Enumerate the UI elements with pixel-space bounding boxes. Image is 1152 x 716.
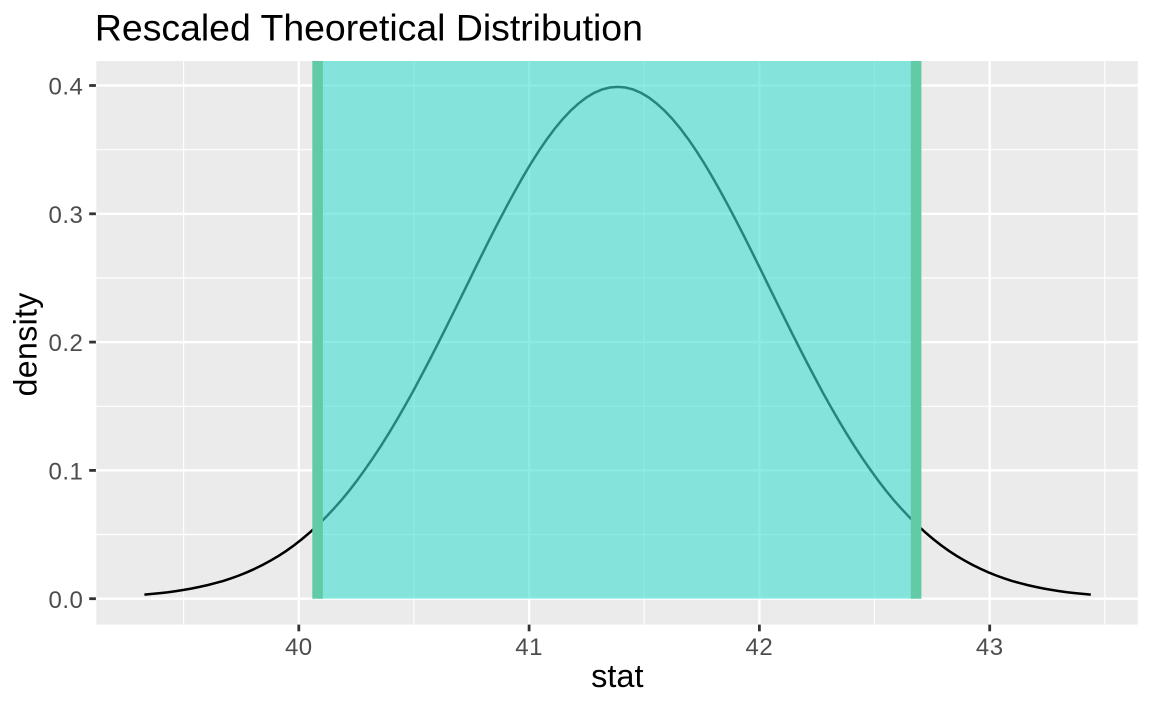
svg-text:43: 43: [976, 634, 1004, 661]
svg-text:0.3: 0.3: [49, 202, 84, 229]
svg-text:0.4: 0.4: [49, 74, 84, 101]
svg-text:0.1: 0.1: [49, 459, 84, 486]
svg-text:stat: stat: [591, 658, 643, 694]
svg-text:Rescaled Theoretical Distribut: Rescaled Theoretical Distribution: [95, 7, 643, 49]
svg-text:42: 42: [746, 634, 774, 661]
svg-text:40: 40: [285, 634, 313, 661]
svg-text:41: 41: [515, 634, 543, 661]
svg-text:density: density: [8, 292, 44, 396]
svg-text:0.2: 0.2: [49, 330, 84, 357]
svg-text:0.0: 0.0: [49, 587, 84, 614]
